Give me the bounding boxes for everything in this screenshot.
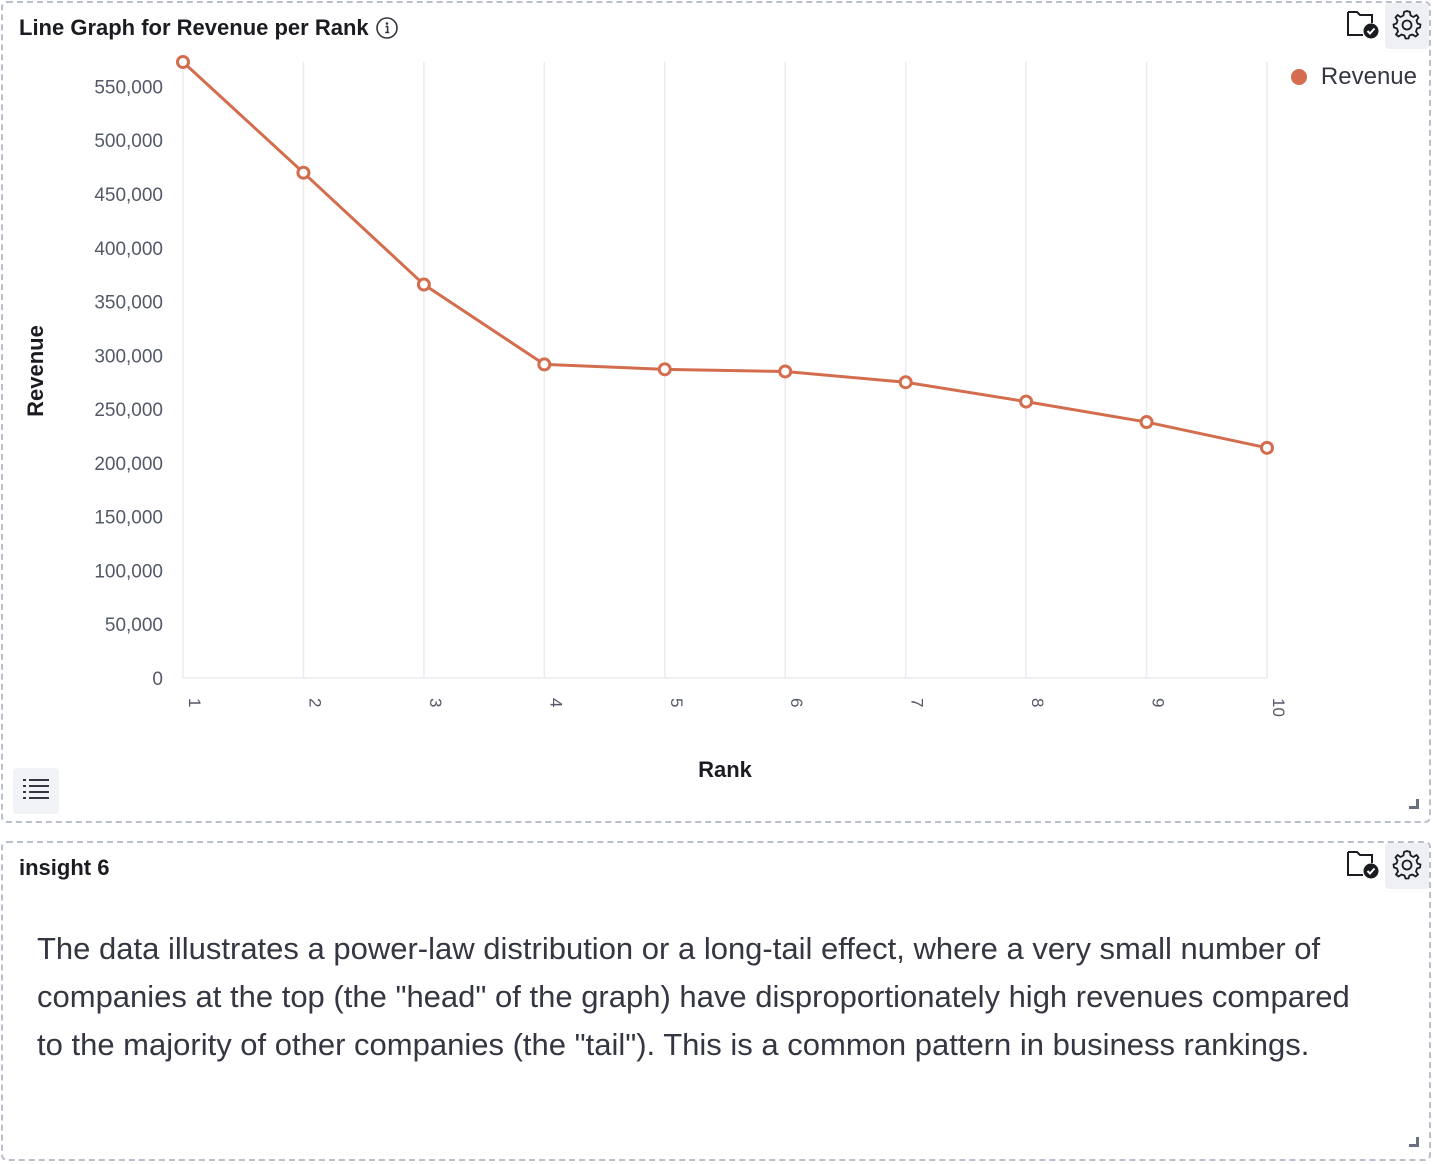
data-point — [296, 165, 311, 180]
folder-check-icon — [1346, 8, 1380, 45]
y-tick-label: 50,000 — [105, 615, 163, 636]
y-tick-label: 100,000 — [94, 561, 163, 582]
save-to-library-button[interactable] — [1341, 3, 1385, 49]
y-tick-label: 450,000 — [94, 185, 163, 206]
y-tick-label: 500,000 — [94, 131, 163, 152]
folder-check-icon — [1346, 848, 1380, 885]
data-point — [1019, 394, 1034, 409]
list-icon — [23, 778, 49, 805]
save-to-library-button[interactable] — [1341, 843, 1385, 889]
insight-panel: insight 6 The data illustrates a power-l… — [1, 841, 1431, 1161]
y-tick-label: 250,000 — [94, 400, 163, 421]
data-point — [1260, 440, 1274, 455]
y-tick-label: 200,000 — [94, 454, 163, 475]
data-point — [176, 55, 190, 69]
y-tick-label: 400,000 — [94, 239, 163, 260]
data-point — [537, 357, 552, 372]
x-axis-title: Rank — [698, 757, 753, 782]
x-tick-label: 6 — [787, 698, 806, 707]
x-tick-label: 5 — [667, 698, 686, 707]
data-point — [657, 362, 672, 377]
insight-body: The data illustrates a power-law distrib… — [37, 931, 1350, 1062]
x-tick-label: 4 — [546, 698, 565, 707]
gear-icon — [1391, 848, 1423, 885]
y-tick-label: 350,000 — [94, 293, 163, 314]
chart-axes: 0 50,000 100,000 150,000 200,000 250,000 300,0… — [94, 77, 1288, 716]
legend-item-revenue[interactable]: Revenue — [1290, 63, 1417, 91]
chart-series — [176, 55, 1274, 455]
data-point — [1139, 415, 1154, 430]
y-axis-title: Revenue — [23, 325, 48, 417]
line-chart: 0 50,000 100,000 150,000 200,000 250,000 300,0… — [23, 55, 1288, 782]
y-tick-label: 0 — [152, 669, 163, 690]
legend-label: Revenue — [1320, 63, 1417, 90]
series-line — [181, 60, 1268, 450]
x-tick-label: 1 — [185, 698, 204, 707]
data-point — [416, 277, 431, 292]
y-tick-label: 550,000 — [94, 77, 163, 98]
x-tick-label: 8 — [1028, 698, 1047, 707]
resize-handle[interactable] — [1409, 1137, 1419, 1147]
chart-panel-actions — [1341, 3, 1429, 49]
chart-panel-title-row: Line Graph for Revenue per Rank — [19, 15, 399, 41]
chart-panel: Line Graph for Revenue per Rank — [1, 1, 1431, 823]
gear-icon — [1391, 8, 1423, 45]
chart-panel-title: Line Graph for Revenue per Rank — [19, 15, 369, 40]
info-icon[interactable] — [375, 16, 399, 40]
x-tick-label: 2 — [305, 698, 324, 707]
insight-panel-actions — [1341, 843, 1429, 889]
y-tick-label: 300,000 — [94, 346, 163, 367]
x-tick-label: 10 — [1269, 698, 1288, 717]
panel-settings-button[interactable] — [1385, 3, 1429, 49]
resize-handle[interactable] — [1409, 799, 1419, 809]
y-tick-label: 150,000 — [94, 508, 163, 529]
data-point — [898, 375, 913, 390]
x-tick-label: 9 — [1149, 698, 1168, 707]
x-tick-label: 3 — [426, 698, 445, 707]
insight-panel-title: insight 6 — [19, 855, 110, 880]
legend-swatch — [1290, 69, 1307, 85]
toggle-data-table-button[interactable] — [13, 768, 59, 814]
panel-settings-button[interactable] — [1385, 843, 1429, 889]
x-tick-label: 7 — [908, 698, 927, 707]
data-point — [778, 364, 793, 379]
